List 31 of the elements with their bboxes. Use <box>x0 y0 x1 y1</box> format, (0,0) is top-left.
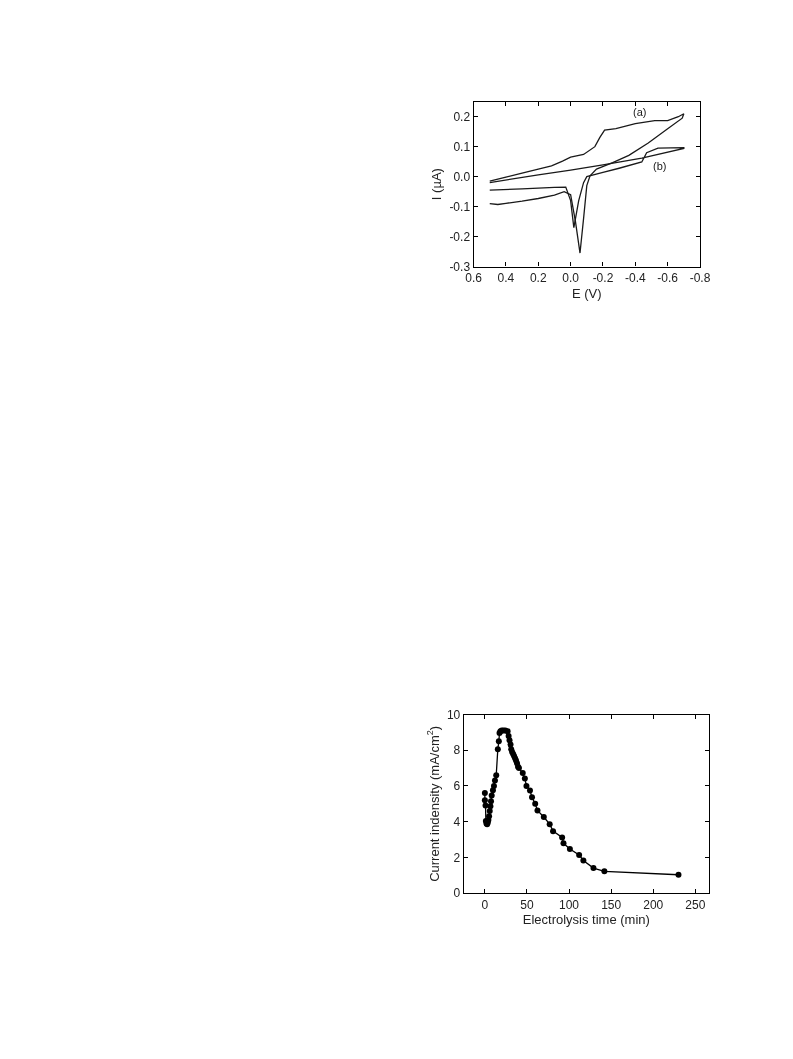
y-tick-label: -0.1 <box>449 199 471 214</box>
x-tick-label: 0.4 <box>497 271 515 286</box>
y-tick-label: 8 <box>453 743 461 758</box>
y-tick-label: -0.2 <box>449 229 471 244</box>
x-tick-label: -0.8 <box>689 271 711 286</box>
y-tick-label: 0.2 <box>453 109 471 124</box>
x-axis-title: E (V) <box>571 285 602 301</box>
y-tick-label: 4 <box>453 814 461 829</box>
x-tick-label: 0.0 <box>562 271 580 286</box>
x-tick-label: 0.2 <box>529 271 547 286</box>
x-tick-label: -0.4 <box>624 271 646 286</box>
y-tick-label: 10 <box>446 707 461 722</box>
x-tick-label: -0.6 <box>657 271 679 286</box>
y-tick-label: 2 <box>453 850 461 865</box>
x-tick-label: 0 <box>481 897 489 912</box>
x-tick-label: 0.6 <box>465 271 483 286</box>
y-tick-label: 0.0 <box>453 169 471 184</box>
x-tick-label: 100 <box>559 897 580 912</box>
series-label: (a) <box>633 106 647 118</box>
x-tick-label: 250 <box>685 897 706 912</box>
series-label: (b) <box>653 160 667 172</box>
y-axis-title: I (µA) <box>429 168 445 201</box>
y-tick-label: 6 <box>453 779 461 794</box>
y-tick-label: -0.3 <box>449 259 471 274</box>
x-tick-label: -0.2 <box>592 271 614 286</box>
y-tick-label: 0 <box>453 886 461 901</box>
x-tick-label: 200 <box>643 897 664 912</box>
x-axis-title: Electrolysis time (min) <box>522 912 650 928</box>
x-tick-label: 50 <box>520 897 534 912</box>
y-tick-label: 0.1 <box>453 139 471 154</box>
x-tick-label: 150 <box>601 897 622 912</box>
